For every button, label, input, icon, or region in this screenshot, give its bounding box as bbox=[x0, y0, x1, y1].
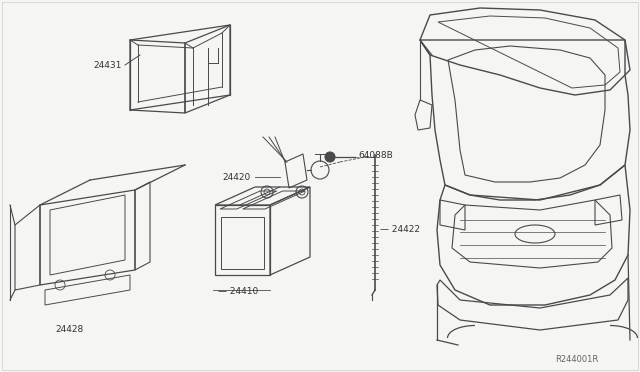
Text: 24431: 24431 bbox=[93, 61, 122, 70]
Text: 64088B: 64088B bbox=[358, 151, 393, 160]
Text: — 24422: — 24422 bbox=[380, 225, 420, 234]
Text: — 24410: — 24410 bbox=[218, 288, 259, 296]
Text: R244001R: R244001R bbox=[555, 356, 598, 365]
Circle shape bbox=[325, 152, 335, 162]
Text: 24420: 24420 bbox=[222, 173, 250, 182]
Text: 24428: 24428 bbox=[55, 326, 83, 334]
